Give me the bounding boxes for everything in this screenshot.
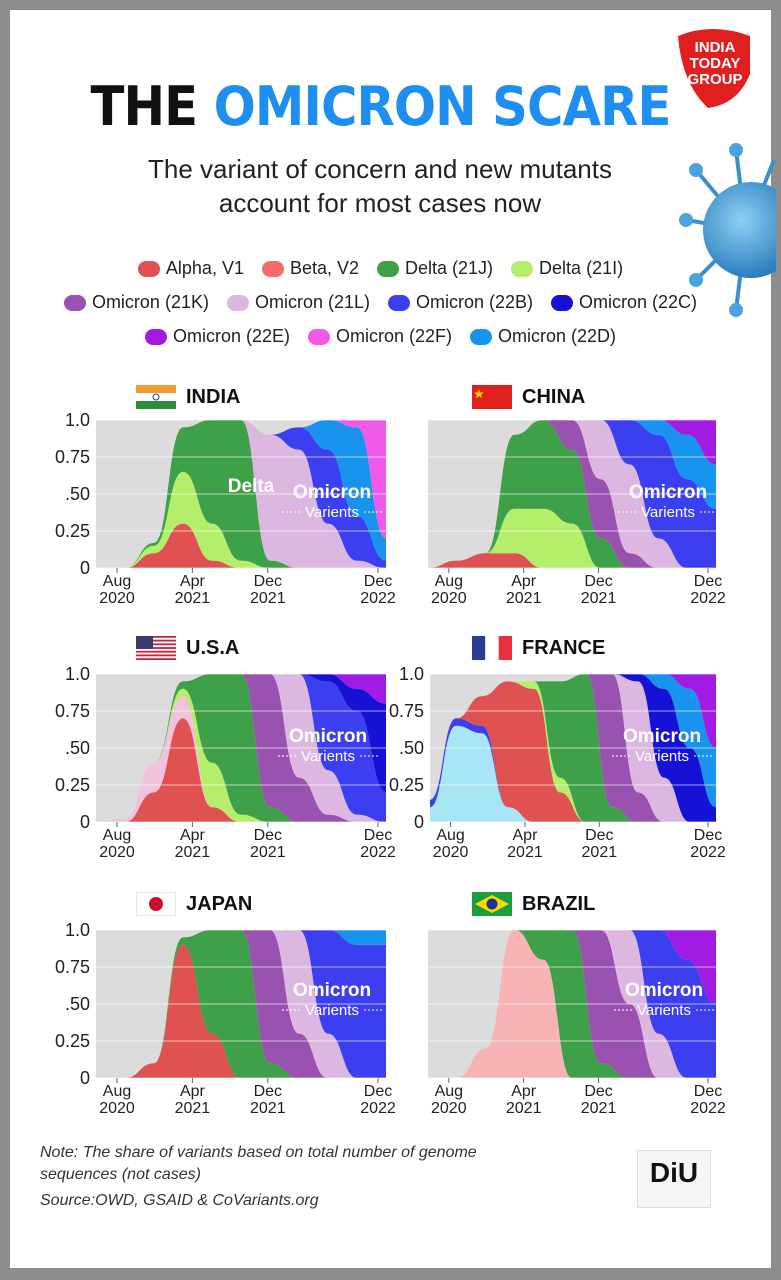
china-flag-icon [472, 385, 512, 409]
country-name: FRANCE [522, 637, 605, 660]
legend-label: Omicron (22F) [336, 326, 452, 347]
country-name: INDIA [186, 386, 240, 409]
legend-label: Delta (21J) [405, 258, 493, 279]
legend-swatch [138, 261, 160, 277]
country-name: CHINA [522, 386, 585, 409]
legend-label: Alpha, V1 [166, 258, 244, 279]
legend-item: Omicron (21L) [227, 292, 370, 313]
legend-swatch [551, 295, 573, 311]
country-heading: INDIA [136, 385, 240, 409]
legend-swatch [388, 295, 410, 311]
legend-item: Omicron (22D) [470, 326, 616, 347]
page-title: THE OMICRON SCARE [30, 75, 730, 138]
legend-swatch [511, 261, 533, 277]
legend-item: Omicron (22C) [551, 292, 697, 313]
legend-label: Omicron (22D) [498, 326, 616, 347]
country-heading: JAPAN [136, 892, 252, 916]
logo-line2: TODAY [690, 55, 741, 72]
legend-item: Omicron (22B) [388, 292, 533, 313]
india-flag-icon [136, 385, 176, 409]
country-name: JAPAN [186, 893, 252, 916]
subtitle-line2: account for most cases now [130, 186, 630, 220]
legend-swatch [308, 329, 330, 345]
legend-item: Delta (21J) [377, 258, 493, 279]
legend-item: Omicron (21K) [64, 292, 209, 313]
legend-label: Omicron (22C) [579, 292, 697, 313]
subtitle-line1: The variant of concern and new mutants [130, 152, 630, 186]
country-heading: BRAZIL [472, 892, 595, 916]
legend-swatch [377, 261, 399, 277]
legend-item: Beta, V2 [262, 258, 359, 279]
note-line2: sequences (not cases) [40, 1164, 540, 1186]
note-line1: Note: The share of variants based on tot… [40, 1142, 540, 1164]
logo-line1: INDIA [695, 39, 736, 56]
usa-flag-icon [136, 636, 176, 660]
japan-flag-icon [136, 892, 176, 916]
legend-swatch [227, 295, 249, 311]
diu-logo: DiU [637, 1150, 711, 1208]
legend-item: Alpha, V1 [138, 258, 244, 279]
source-text: Source:OWD, GSAID & CoVariants.org [40, 1192, 319, 1210]
legend-item: Omicron (22F) [308, 326, 452, 347]
country-heading: FRANCE [472, 636, 605, 660]
legend-swatch [262, 261, 284, 277]
legend-label: Delta (21I) [539, 258, 623, 279]
country-heading: CHINA [472, 385, 585, 409]
legend-item: Delta (21I) [511, 258, 623, 279]
country-name: U.S.A [186, 637, 239, 660]
footnote: Note: The share of variants based on tot… [40, 1142, 540, 1186]
legend-row: Omicron (21K) Omicron (21L) Omicron (22B) O… [0, 292, 761, 313]
legend-label: Omicron (22B) [416, 292, 533, 313]
legend-row: Omicron (22E) Omicron (22F) Omicron (22D) [0, 326, 761, 347]
legend-label: Omicron (22E) [173, 326, 290, 347]
legend-swatch [145, 329, 167, 345]
diu-label: DiU [638, 1157, 710, 1189]
country-name: BRAZIL [522, 893, 595, 916]
france-flag-icon [472, 636, 512, 660]
title-part1: THE [91, 75, 198, 138]
legend-label: Omicron (21L) [255, 292, 370, 313]
legend-label: Beta, V2 [290, 258, 359, 279]
legend-swatch [470, 329, 492, 345]
legend-label: Omicron (21K) [92, 292, 209, 313]
brazil-flag-icon [472, 892, 512, 916]
country-heading: U.S.A [136, 636, 239, 660]
legend-row: Alpha, V1 Beta, V2 Delta (21J) Delta (21I) [0, 258, 761, 279]
legend-swatch [64, 295, 86, 311]
page-subtitle: The variant of concern and new mutants a… [130, 152, 630, 220]
title-part2: OMICRON SCARE [214, 75, 671, 138]
legend-item: Omicron (22E) [145, 326, 290, 347]
